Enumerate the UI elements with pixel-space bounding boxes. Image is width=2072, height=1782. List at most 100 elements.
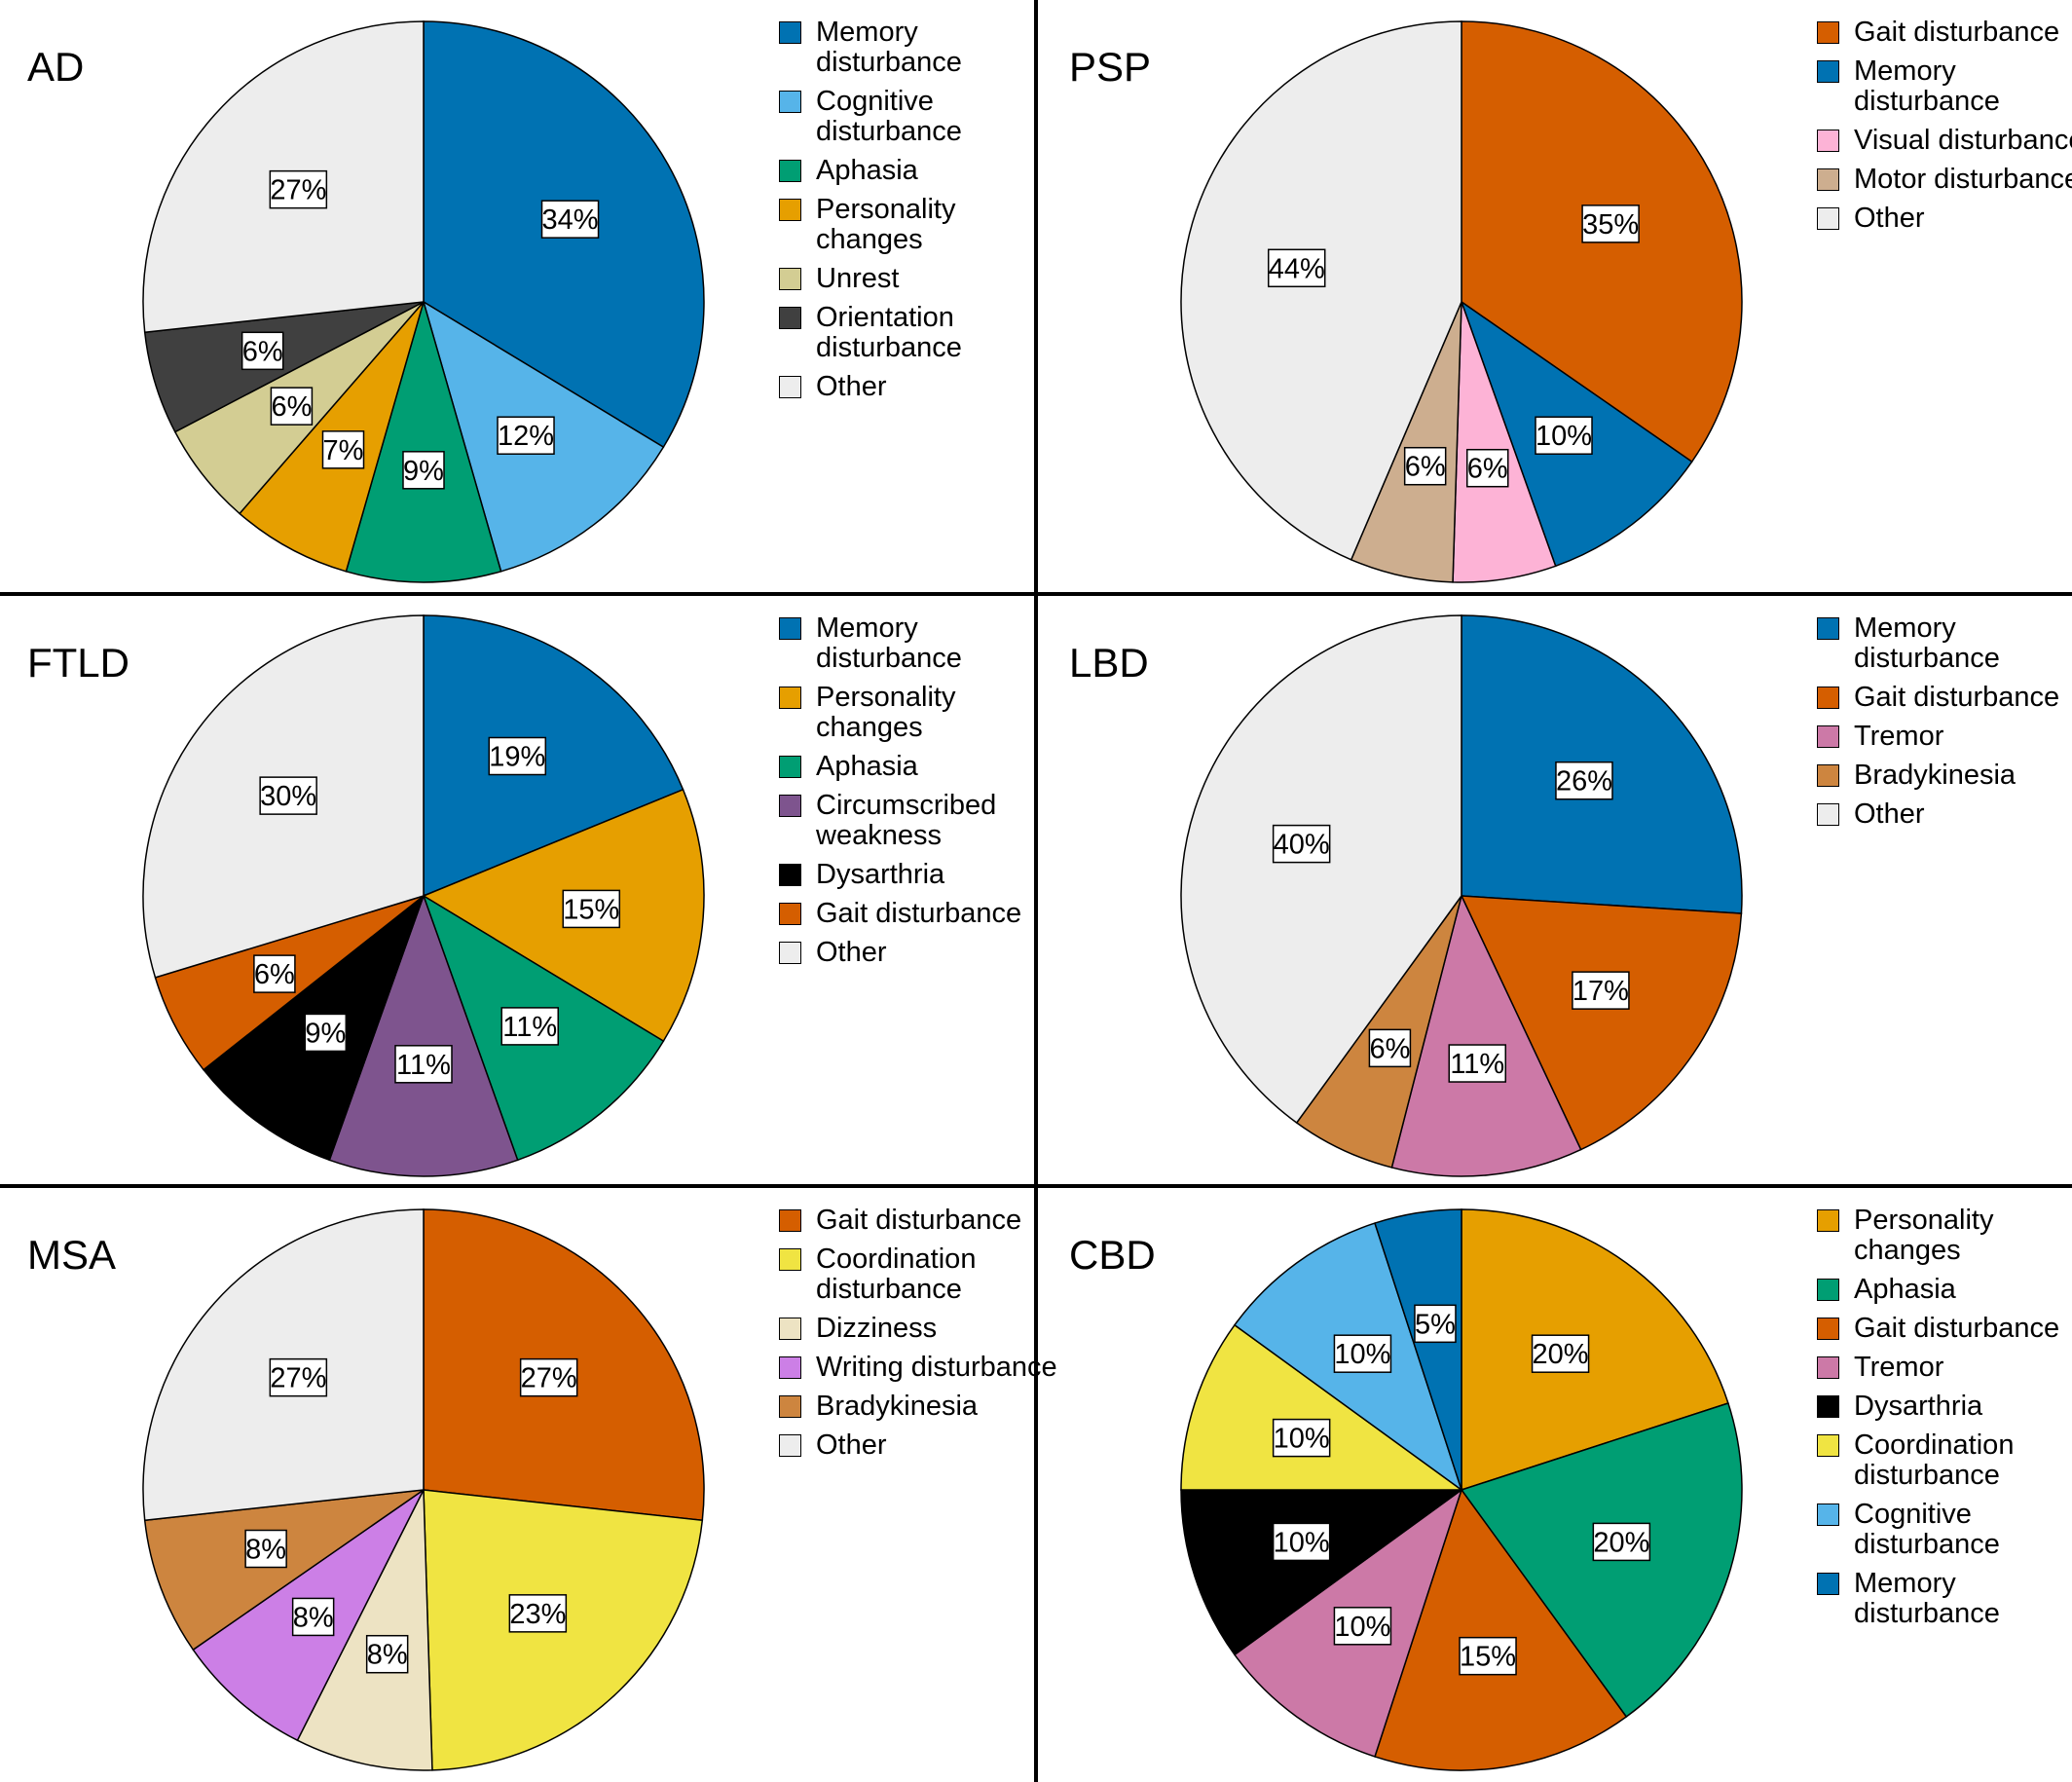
- pie-slice-dizziness: [296, 1489, 433, 1771]
- slice-value-label: 8%: [245, 1535, 286, 1566]
- legend-item-aphasia: Aphasia: [779, 156, 1059, 186]
- legend-swatch: [779, 268, 801, 290]
- slice-label: 8%: [365, 1634, 409, 1674]
- slice-value-label: 27%: [521, 1363, 577, 1394]
- slice-label: 40%: [1272, 824, 1331, 864]
- legend-label: Memory disturbance: [1854, 613, 2000, 674]
- legend-item-other: Other: [1817, 799, 2072, 830]
- slice-label-box: [1403, 446, 1447, 486]
- slice-label-box: [304, 1013, 348, 1053]
- slice-label: 19%: [488, 736, 547, 776]
- slice-label-box: [270, 387, 314, 426]
- slice-label-box: [1572, 971, 1630, 1010]
- legend-swatch: [779, 903, 801, 925]
- slice-label: 6%: [1403, 446, 1447, 486]
- legend-label: Memory disturbance: [1854, 56, 2000, 117]
- slice-label-box: [1272, 1418, 1331, 1458]
- legend-item-cognitive-disturbance: Cognitive disturbance: [1817, 1500, 2072, 1560]
- legend-label: Gait disturbance: [1854, 17, 2060, 48]
- pie-chart: 35% 10% 6% 6% 44%: [1180, 20, 1743, 583]
- slice-label-box: [1333, 1334, 1392, 1373]
- pie-slice-coordination-disturbance: [1180, 1323, 1464, 1491]
- slice-label-box: [365, 1634, 409, 1674]
- panel-psp: PSP 35% 10% 6% 6% 44% Gait disturbance Memory d…: [1038, 0, 2072, 592]
- legend-item-gait-disturbance: Gait disturbance: [1817, 18, 2072, 48]
- legend-item-tremor: Tremor: [1817, 722, 2072, 752]
- legend-label: Writing disturbance: [816, 1352, 1057, 1383]
- slice-value-label: 30%: [260, 781, 316, 812]
- legend-item-coordination-disturbance: Coordination disturbance: [779, 1244, 1059, 1305]
- legend-label: Memory disturbance: [1854, 1568, 2000, 1629]
- legend-label: Bradykinesia: [1854, 760, 2016, 791]
- chart-title: LBD: [1069, 640, 1149, 686]
- legend-label: Aphasia: [816, 751, 918, 782]
- pie-slice-memory-disturbance: [1374, 1208, 1462, 1491]
- legend-label: Other: [816, 371, 887, 402]
- legend-label: Unrest: [816, 263, 900, 294]
- chart-title: AD: [27, 44, 85, 90]
- legend-swatch: [779, 942, 801, 964]
- slice-label: 8%: [244, 1529, 287, 1569]
- legend-item-circumscribed-weakness: Circumscribed weakness: [779, 791, 1059, 851]
- slice-label: 20%: [1531, 1334, 1590, 1373]
- legend-swatch: [779, 1248, 801, 1271]
- slice-label-box: [1333, 1607, 1392, 1646]
- slice-label-box: [1368, 1028, 1412, 1068]
- chart-title: CBD: [1069, 1232, 1156, 1278]
- slice-label-box: [562, 889, 621, 929]
- slice-label: 26%: [1555, 761, 1613, 800]
- legend-swatch: [1817, 21, 1839, 44]
- legend-item-bradykinesia: Bradykinesia: [1817, 761, 2072, 791]
- legend-swatch: [1817, 1209, 1839, 1232]
- legend-swatch: [1817, 617, 1839, 640]
- legend-item-aphasia: Aphasia: [1817, 1275, 2072, 1305]
- slice-value-label: 15%: [1460, 1642, 1516, 1673]
- legend-label: Gait disturbance: [1854, 1313, 2060, 1344]
- slice-label-box: [508, 1594, 568, 1633]
- legend-swatch: [1817, 168, 1839, 191]
- panel-msa: MSA 27% 23% 8% 8% 8% 27% Gait disturbance Coordi…: [0, 1188, 1057, 1780]
- legend-swatch: [779, 687, 801, 709]
- legend-item-gait-disturbance: Gait disturbance: [1817, 683, 2072, 713]
- slice-value-label: 9%: [403, 456, 444, 487]
- slice-value-label: 27%: [270, 1363, 326, 1394]
- slice-label-box: [240, 331, 284, 371]
- slice-label: 27%: [269, 169, 328, 209]
- legend-item-other: Other: [1817, 204, 2072, 234]
- slice-label: 44%: [1267, 248, 1326, 288]
- legend-label: Circumscribed weakness: [816, 790, 997, 851]
- legend-item-other: Other: [779, 372, 1059, 402]
- legend-label: Cognitive disturbance: [816, 86, 962, 147]
- slice-label: 15%: [1459, 1636, 1517, 1676]
- legend-swatch: [779, 1318, 801, 1340]
- slice-label-box: [1272, 1522, 1331, 1562]
- slice-label: 5%: [1414, 1304, 1457, 1344]
- legend-item-other: Other: [779, 938, 1059, 968]
- legend-label: Orientation disturbance: [816, 302, 962, 363]
- legend-label: Memory disturbance: [816, 613, 962, 674]
- legend-label: Dizziness: [816, 1313, 938, 1344]
- legend: Memory disturbance Personality changes Aph…: [779, 613, 1059, 977]
- slice-value-label: 17%: [1572, 976, 1629, 1007]
- slice-value-label: 10%: [1334, 1339, 1390, 1370]
- pie-chart: 34% 12% 9% 7% 6% 6% 27%: [142, 20, 705, 583]
- slice-label-box: [259, 776, 317, 815]
- legend-swatch: [1817, 1318, 1839, 1340]
- legend-item-dysarthria: Dysarthria: [779, 860, 1059, 890]
- legend-swatch: [1817, 130, 1839, 152]
- legend-label: Dysarthria: [1854, 1391, 1983, 1422]
- slice-value-label: 6%: [254, 959, 295, 990]
- horizontal-divider-1: [0, 592, 2072, 596]
- legend-swatch: [1817, 1434, 1839, 1457]
- panel-lbd: LBD 26% 17% 11% 6% 40% Memory disturbance Gait …: [1038, 596, 2072, 1188]
- legend: Gait disturbance Coordination disturbance…: [779, 1206, 1059, 1469]
- legend-label: Tremor: [1854, 721, 1944, 752]
- slice-value-label: 10%: [1274, 1424, 1330, 1455]
- vertical-divider: [1034, 0, 1038, 1782]
- legend-swatch: [1817, 1504, 1839, 1526]
- legend: Personality changes Aphasia Gait disturban…: [1817, 1206, 2072, 1638]
- slice-label: 27%: [269, 1357, 328, 1397]
- legend-item-memory-disturbance: Memory disturbance: [779, 613, 1059, 674]
- slice-label: 10%: [1272, 1522, 1331, 1562]
- horizontal-divider-2: [0, 1184, 2072, 1188]
